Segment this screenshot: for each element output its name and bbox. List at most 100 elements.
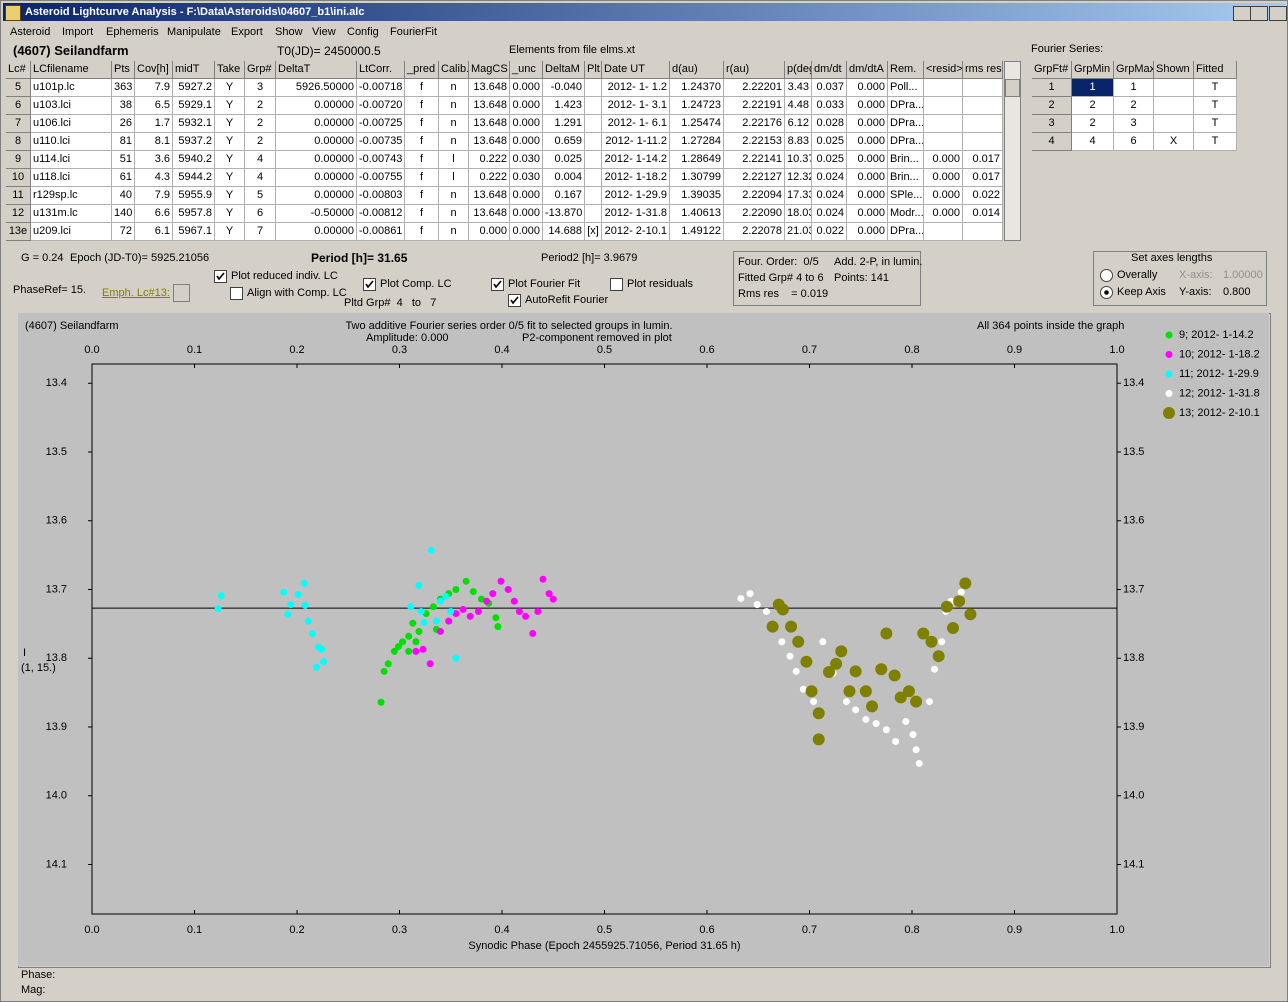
checkbox[interactable] [230, 287, 243, 300]
table-cell: 72 [112, 223, 135, 241]
data-point [835, 645, 848, 658]
menu-item[interactable]: Ephemeris [106, 26, 159, 38]
data-point [466, 612, 474, 620]
data-point [925, 635, 938, 648]
table-cell: 4 [245, 169, 276, 187]
elements-label: Elements from file elms.xt [509, 44, 635, 56]
table-cell: SPle... [888, 187, 924, 205]
data-point [746, 590, 754, 598]
emph-label[interactable]: Emph. Lc#13: [102, 287, 170, 299]
table-cell [585, 133, 602, 151]
table-cell: 2.22127 [724, 169, 785, 187]
checkbox-label[interactable]: Plot reduced indiv. LC [231, 270, 338, 282]
menu-item[interactable]: Config [347, 26, 379, 38]
table-cell: n [439, 133, 469, 151]
radio-button[interactable] [1100, 269, 1113, 282]
close-button[interactable] [1269, 6, 1287, 21]
data-point [437, 627, 444, 635]
menu-item[interactable]: FourierFit [390, 26, 438, 38]
column-header: GrpFt# [1032, 61, 1072, 79]
table-cell: 0.030 [510, 169, 543, 187]
minimize-button[interactable] [1233, 6, 1251, 21]
table-cell: X [1154, 133, 1194, 151]
column-header: _pred [405, 61, 439, 79]
table-cell: 0.017 [963, 151, 1003, 169]
data-point [217, 592, 225, 600]
table-cell: f [405, 115, 439, 133]
radio-button[interactable] [1100, 286, 1113, 299]
table-cell: 0.017 [963, 169, 1003, 187]
checkbox[interactable] [610, 278, 623, 291]
checkbox-label[interactable]: Plot Comp. LC [380, 278, 452, 290]
data-point [859, 685, 872, 698]
x-tick-label: 0.2 [289, 924, 304, 936]
table-cell: 14.688 [543, 223, 585, 241]
data-point [529, 630, 537, 637]
data-point [312, 663, 320, 671]
table-cell [963, 79, 1003, 97]
table-cell: 2 [245, 115, 276, 133]
chart-background [18, 313, 1269, 966]
table-cell: 0.033 [812, 97, 847, 115]
data-point [452, 654, 460, 662]
table-cell: 2 [1114, 97, 1154, 115]
data-point [925, 698, 933, 706]
legend-label: 11; 2012- 1-29.9 [1179, 368, 1259, 380]
data-point [737, 594, 745, 602]
y-tick-label: 13.5 [46, 446, 67, 458]
data-point [545, 590, 553, 598]
checkbox-label[interactable]: Plot Fourier Fit [508, 278, 581, 290]
column-header: _unc [510, 61, 543, 79]
table-cell: -0.040 [543, 79, 585, 97]
menu-item[interactable]: Show [275, 26, 303, 38]
table-cell: -0.00720 [357, 97, 405, 115]
scroll-thumb[interactable] [1005, 79, 1020, 97]
y-tick-label: 13.7 [46, 583, 67, 595]
x-tick-label: 0.6 [699, 344, 714, 356]
table-cell: u101p.lc [31, 79, 112, 97]
checkbox-label[interactable]: Align with Comp. LC [247, 287, 347, 299]
maximize-button[interactable] [1250, 6, 1268, 21]
menu-item[interactable]: Import [62, 26, 94, 38]
menu-item[interactable]: Asteroid [10, 26, 51, 38]
checkbox[interactable] [363, 278, 376, 291]
column-header: Take [215, 61, 245, 79]
radio-label[interactable]: Overally [1117, 269, 1158, 281]
column-header: DeltaT [276, 61, 357, 79]
checkbox-label[interactable]: AutoRefit Fourier [525, 294, 609, 306]
column-header: p(deg) [785, 61, 812, 79]
legend-label: 13; 2012- 2-10.1 [1179, 407, 1260, 419]
table-cell: 0.00000 [276, 115, 357, 133]
axis-length: 1.00000 [1223, 269, 1263, 281]
data-point [953, 595, 966, 608]
column-header: Date UT [602, 61, 670, 79]
check-mark [493, 280, 502, 289]
table-cell: T [1194, 115, 1237, 133]
menu-item[interactable]: View [312, 26, 336, 38]
radio-label[interactable]: Keep Axis [1117, 286, 1166, 298]
checkbox[interactable] [214, 270, 227, 283]
y-tick-label: 14.1 [1123, 858, 1144, 870]
y-tick-label: 14.0 [46, 790, 67, 802]
data-point [902, 685, 915, 698]
table-cell: f [405, 133, 439, 151]
object-name: (4607) Seilandfarm [13, 43, 129, 58]
y-tick-label: 13.9 [46, 721, 67, 733]
x-tick-label: 0.3 [392, 344, 407, 356]
axis-length: 0.800 [1223, 286, 1251, 298]
table-cell: r129sp.lc [31, 187, 112, 205]
spinner[interactable] [173, 284, 190, 302]
data-point [909, 731, 917, 739]
checkbox[interactable] [491, 278, 504, 291]
table-cell: 0.004 [543, 169, 585, 187]
table-cell: 0.000 [510, 79, 543, 97]
table-cell: 0.000 [847, 79, 888, 97]
data-point [910, 695, 923, 708]
checkbox-label[interactable]: Plot residuals [627, 278, 694, 290]
menu-item[interactable]: Export [231, 26, 263, 38]
scrollbar[interactable] [1004, 61, 1021, 241]
column-header: GrpMax [1114, 61, 1154, 79]
menu-item[interactable]: Manipulate [167, 26, 221, 38]
table-cell: 5957.8 [173, 205, 215, 223]
checkbox[interactable] [508, 294, 521, 307]
